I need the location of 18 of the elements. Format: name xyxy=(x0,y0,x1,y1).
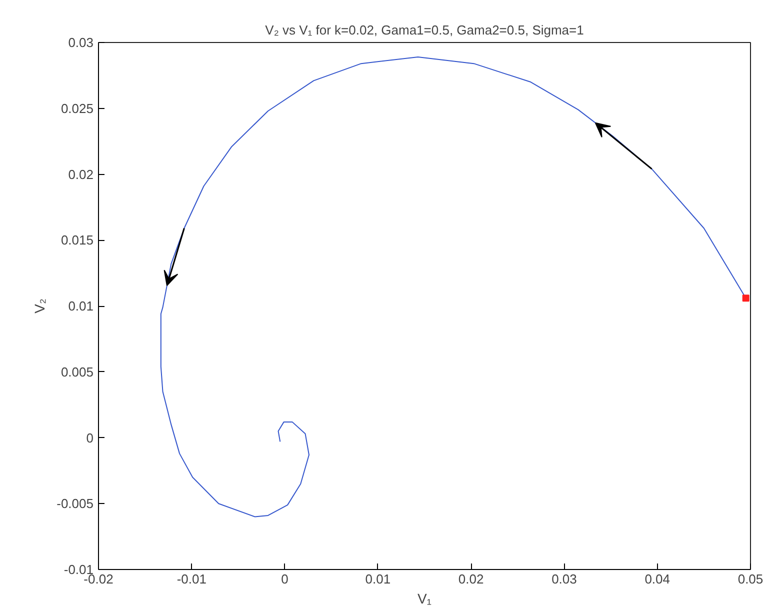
x-tick-label: 0.03 xyxy=(552,572,577,586)
x-tick-label: 0.02 xyxy=(458,572,484,586)
y-tick-label: -0.005 xyxy=(56,496,94,512)
y-tick-label: 0.025 xyxy=(60,100,94,116)
x-tick-label: -0.01 xyxy=(176,572,206,586)
x-tick-label: 0 xyxy=(281,572,288,586)
x-tick-label: 0.01 xyxy=(365,572,391,586)
y-axis-title: V₂ xyxy=(32,298,48,314)
y-tick-label: 0.03 xyxy=(68,35,94,50)
x-tick-label: 0.04 xyxy=(644,572,670,586)
y-tick-label: 0 xyxy=(86,430,94,446)
y-tick-label: 0.015 xyxy=(60,232,94,248)
chart-title: V₂ vs V₁ for k=0.02, Gama1=0.5, Gama2=0.5, Sigma=1 xyxy=(265,22,584,38)
y-tick-label: 0.02 xyxy=(68,166,94,182)
y-tick-label: 0.005 xyxy=(60,364,94,380)
y-tick-label: 0.01 xyxy=(68,298,94,314)
x-axis-title: V₁ xyxy=(417,590,432,606)
x-tick-label: 0.05 xyxy=(738,572,763,586)
